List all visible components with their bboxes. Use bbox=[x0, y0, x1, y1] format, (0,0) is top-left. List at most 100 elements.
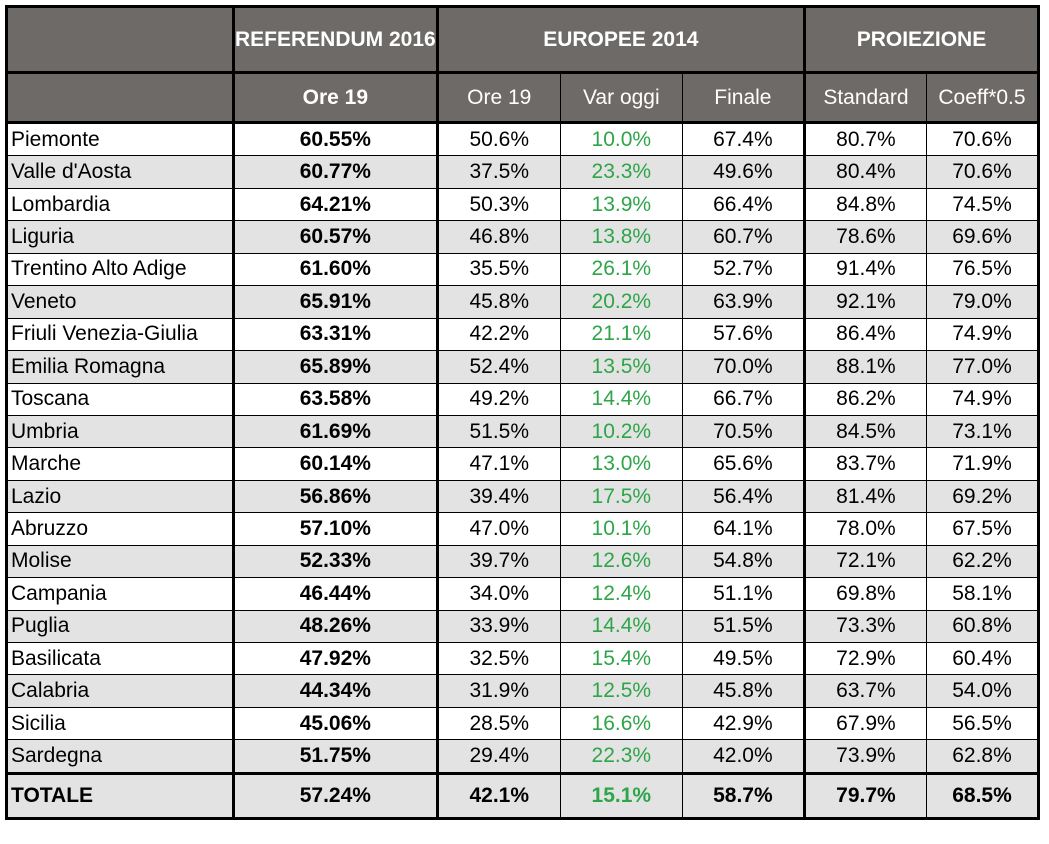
cell-finale: 57.6% bbox=[681, 317, 805, 352]
cell-coeff: 58.1% bbox=[925, 577, 1040, 611]
cell-finale: 56.4% bbox=[681, 479, 805, 514]
header-empty-cell bbox=[6, 72, 234, 124]
cell-standard: 78.0% bbox=[802, 512, 927, 546]
cell-standard: 72.1% bbox=[802, 544, 927, 579]
table-row: Umbria 61.69% 51.5% 10.2% 70.5% 84.5% 73.1% bbox=[6, 414, 1040, 449]
cell-ref-ore19: 60.14% bbox=[231, 447, 438, 481]
cell-coeff: 56.5% bbox=[925, 706, 1040, 741]
cell-var-oggi: 22.3% bbox=[559, 739, 683, 775]
cell-ref-ore19: 56.86% bbox=[231, 479, 438, 514]
cell-ref-ore19: 47.92% bbox=[231, 641, 438, 676]
cell-finale: 54.8% bbox=[681, 544, 805, 579]
table-row: Emilia Romagna 65.89% 52.4% 13.5% 70.0% 88.1%… bbox=[6, 350, 1040, 384]
cell-eu-ore19: 52.4% bbox=[435, 350, 561, 384]
cell-finale: 67.4% bbox=[681, 121, 805, 157]
cell-coeff: 79.0% bbox=[925, 285, 1040, 319]
cell-var-oggi: 21.1% bbox=[559, 317, 683, 352]
cell-standard: 67.9% bbox=[802, 706, 927, 741]
total-standard: 79.7% bbox=[802, 771, 927, 819]
cell-finale: 42.9% bbox=[681, 706, 805, 741]
header-referendum: REFERENDUM 2016 bbox=[231, 6, 438, 74]
cell-region: Valle d'Aosta bbox=[6, 155, 234, 189]
cell-eu-ore19: 50.6% bbox=[435, 121, 561, 157]
table-row: Marche 60.14% 47.1% 13.0% 65.6% 83.7% 71.9% bbox=[6, 447, 1040, 481]
cell-region: Lombardia bbox=[6, 187, 234, 222]
cell-standard: 72.9% bbox=[802, 641, 927, 676]
col-header-standard: Standard bbox=[802, 72, 927, 124]
cell-region: Marche bbox=[6, 447, 234, 481]
cell-ref-ore19: 64.21% bbox=[231, 187, 438, 222]
cell-eu-ore19: 45.8% bbox=[435, 285, 561, 319]
cell-standard: 84.5% bbox=[802, 414, 927, 449]
cell-standard: 86.2% bbox=[802, 382, 927, 416]
table-row: Friuli Venezia-Giulia 63.31% 42.2% 21.1% 57.… bbox=[6, 317, 1040, 352]
cell-region: Sicilia bbox=[6, 706, 234, 741]
table-row: Liguria 60.57% 46.8% 13.8% 60.7% 78.6% 69.6% bbox=[6, 220, 1040, 254]
table-row: Puglia 48.26% 33.9% 14.4% 51.5% 73.3% 60.8% bbox=[6, 609, 1040, 644]
cell-standard: 91.4% bbox=[802, 252, 927, 287]
col-header-finale: Finale bbox=[681, 72, 805, 124]
total-ref-ore19: 57.24% bbox=[231, 771, 438, 819]
cell-region: Veneto bbox=[6, 285, 234, 319]
total-row: TOTALE 57.24% 42.1% 15.1% 58.7% 79.7% 68… bbox=[6, 771, 1040, 819]
cell-coeff: 73.1% bbox=[925, 414, 1040, 449]
cell-var-oggi: 20.2% bbox=[559, 285, 683, 319]
cell-ref-ore19: 44.34% bbox=[231, 674, 438, 708]
total-eu-ore19: 42.1% bbox=[435, 771, 561, 819]
cell-region: Molise bbox=[6, 544, 234, 579]
cell-eu-ore19: 31.9% bbox=[435, 674, 561, 708]
cell-finale: 60.7% bbox=[681, 220, 805, 254]
col-header-eu-ore19: Ore 19 bbox=[435, 72, 561, 124]
cell-eu-ore19: 47.0% bbox=[435, 512, 561, 546]
header-proiezione: PROIEZIONE bbox=[802, 6, 1040, 74]
cell-eu-ore19: 37.5% bbox=[435, 155, 561, 189]
cell-eu-ore19: 47.1% bbox=[435, 447, 561, 481]
col-header-coeff: Coeff*0.5 bbox=[925, 72, 1040, 124]
table-row: Valle d'Aosta 60.77% 37.5% 23.3% 49.6% 80.4% 7… bbox=[6, 155, 1040, 189]
cell-finale: 66.7% bbox=[681, 382, 805, 416]
cell-ref-ore19: 65.89% bbox=[231, 350, 438, 384]
cell-standard: 84.8% bbox=[802, 187, 927, 222]
cell-var-oggi: 12.5% bbox=[559, 674, 683, 708]
cell-finale: 70.5% bbox=[681, 414, 805, 449]
cell-ref-ore19: 63.31% bbox=[231, 317, 438, 352]
table-body: Piemonte 60.55% 50.6% 10.0% 67.4% 80.7% 70.6% V… bbox=[6, 121, 1040, 775]
table-row: Lombardia 64.21% 50.3% 13.9% 66.4% 84.8% 74.5% bbox=[6, 187, 1040, 222]
total-finale: 58.7% bbox=[681, 771, 805, 819]
cell-finale: 42.0% bbox=[681, 739, 805, 775]
cell-eu-ore19: 33.9% bbox=[435, 609, 561, 644]
cell-var-oggi: 16.6% bbox=[559, 706, 683, 741]
cell-ref-ore19: 48.26% bbox=[231, 609, 438, 644]
cell-standard: 92.1% bbox=[802, 285, 927, 319]
cell-region: Emilia Romagna bbox=[6, 350, 234, 384]
cell-region: Campania bbox=[6, 577, 234, 611]
cell-ref-ore19: 63.58% bbox=[231, 382, 438, 416]
cell-region: Toscana bbox=[6, 382, 234, 416]
table-row: Toscana 63.58% 49.2% 14.4% 66.7% 86.2% 74.9% bbox=[6, 382, 1040, 416]
cell-ref-ore19: 65.91% bbox=[231, 285, 438, 319]
cell-finale: 52.7% bbox=[681, 252, 805, 287]
cell-region: Trentino Alto Adige bbox=[6, 252, 234, 287]
cell-standard: 73.3% bbox=[802, 609, 927, 644]
header-column-row: Ore 19 Ore 19 Var oggi Finale Standard C… bbox=[6, 72, 1040, 124]
cell-region: Calabria bbox=[6, 674, 234, 708]
cell-var-oggi: 15.4% bbox=[559, 641, 683, 676]
table-row: Sardegna 51.75% 29.4% 22.3% 42.0% 73.9% 62.8% bbox=[6, 739, 1040, 775]
cell-var-oggi: 12.6% bbox=[559, 544, 683, 579]
cell-standard: 69.8% bbox=[802, 577, 927, 611]
cell-ref-ore19: 51.75% bbox=[231, 739, 438, 775]
table-row: Trentino Alto Adige 61.60% 35.5% 26.1% 52.7%… bbox=[6, 252, 1040, 287]
cell-standard: 86.4% bbox=[802, 317, 927, 352]
cell-var-oggi: 10.1% bbox=[559, 512, 683, 546]
table-row: Piemonte 60.55% 50.6% 10.0% 67.4% 80.7% 70.6% bbox=[6, 121, 1040, 157]
cell-coeff: 70.6% bbox=[925, 155, 1040, 189]
total-label: TOTALE bbox=[6, 771, 234, 819]
cell-ref-ore19: 61.69% bbox=[231, 414, 438, 449]
cell-region: Friuli Venezia-Giulia bbox=[6, 317, 234, 352]
cell-ref-ore19: 60.55% bbox=[231, 121, 438, 157]
cell-region: Piemonte bbox=[6, 121, 234, 157]
cell-coeff: 62.2% bbox=[925, 544, 1040, 579]
col-header-var-oggi: Var oggi bbox=[559, 72, 683, 124]
cell-var-oggi: 17.5% bbox=[559, 479, 683, 514]
cell-coeff: 60.8% bbox=[925, 609, 1040, 644]
